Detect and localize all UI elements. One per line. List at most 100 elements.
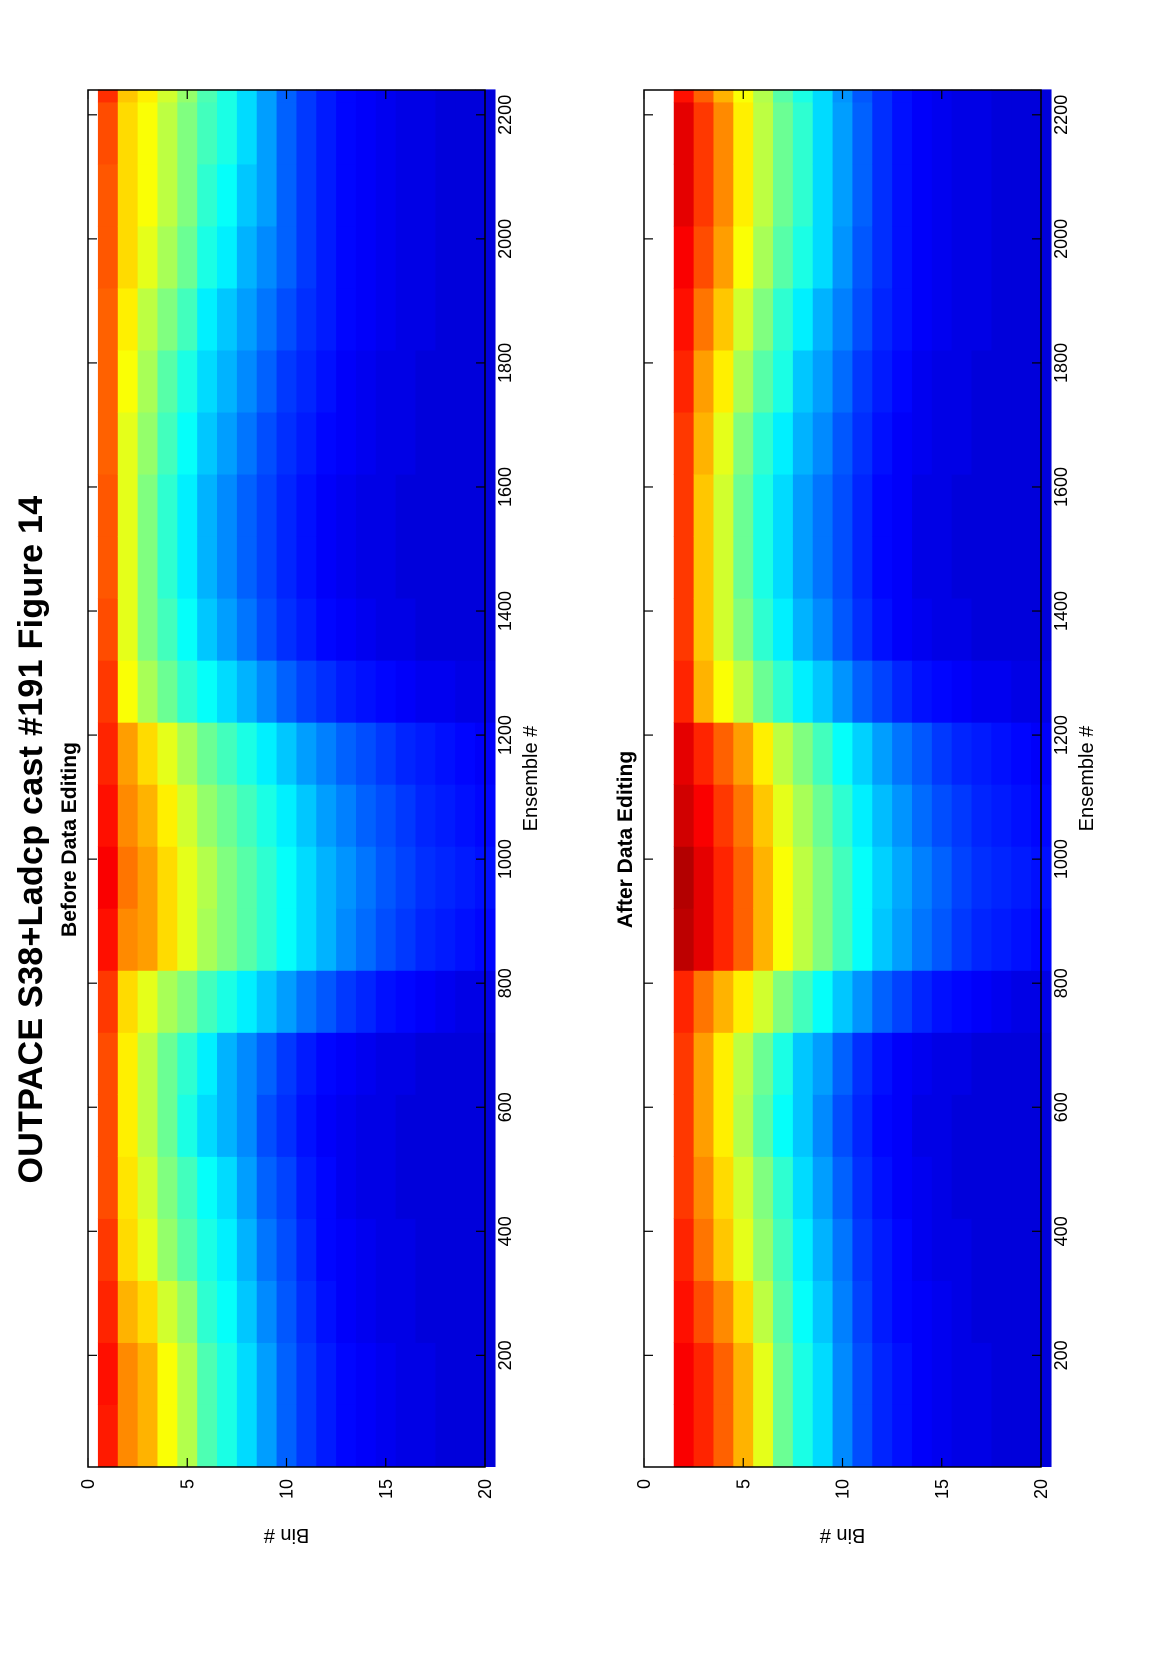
heatmap-cell (256, 473, 278, 537)
heatmap-cell (733, 1032, 754, 1095)
heatmap-cell (137, 225, 159, 289)
heatmap-cell (693, 287, 715, 351)
heatmap-cell (792, 1156, 814, 1219)
heatmap-cell (753, 1032, 774, 1095)
heatmap-cell (177, 411, 198, 475)
heatmap-cell (316, 1156, 337, 1219)
heatmap-cell (197, 225, 218, 289)
heatmap-cell (217, 349, 238, 413)
heatmap-cell (137, 846, 159, 909)
heatmap-cell (773, 1094, 794, 1157)
heatmap-cell (455, 908, 476, 971)
heatmap-cell (375, 225, 397, 289)
heatmap-cell (951, 1156, 973, 1219)
heatmap-cell (197, 722, 218, 785)
x-tick-label: 1200 (1051, 715, 1071, 755)
x-tick-label: 1600 (495, 467, 515, 507)
heatmap-cell (117, 287, 139, 351)
heatmap-cell (892, 163, 913, 227)
x-axis-label: Ensemble # (1076, 725, 1098, 831)
heatmap-cell (991, 101, 1012, 165)
heatmap-cell (753, 225, 774, 289)
heatmap-cell (1011, 1342, 1032, 1405)
heatmap-cell (812, 1404, 834, 1467)
heatmap-cell (753, 287, 774, 351)
heatmap-cell (852, 535, 873, 599)
y-axis-label: Bin # (263, 1524, 309, 1546)
heatmap-cell (773, 411, 794, 475)
heatmap-cell (117, 473, 139, 537)
heatmap-cell (415, 722, 436, 785)
heatmap-cell (316, 908, 337, 971)
heatmap-cell (1011, 411, 1032, 475)
heatmap-cell (971, 598, 992, 661)
heatmap-cell (415, 287, 436, 351)
heatmap-cell (852, 287, 873, 351)
heatmap-cell (971, 225, 992, 289)
heatmap-cell (812, 846, 834, 909)
heatmap-cell (296, 101, 317, 165)
heatmap-cell (753, 411, 774, 475)
y-tick-label: 10 (277, 1479, 297, 1499)
heatmap-cell (872, 1404, 893, 1467)
heatmap-cell (832, 101, 854, 165)
heatmap-cell (236, 1342, 258, 1405)
heatmap-cell (435, 598, 456, 661)
heatmap-cell (316, 722, 337, 785)
heatmap-cell (951, 163, 973, 227)
heatmap-cell (693, 846, 715, 909)
heatmap-cell (951, 473, 973, 537)
heatmap-cell (773, 784, 794, 847)
heatmap-cell (395, 1280, 417, 1343)
heatmap-cell (892, 287, 913, 351)
heatmap-cell (713, 846, 734, 909)
heatmap-cell (673, 349, 695, 413)
heatmap-cell (395, 349, 417, 413)
heatmap-cell (733, 1094, 754, 1157)
heatmap-cell (773, 908, 794, 971)
x-tick-label: 1000 (1051, 839, 1071, 879)
heatmap-cell (336, 660, 357, 723)
x-tick-label: 800 (1051, 968, 1071, 998)
heatmap-cell (316, 1032, 337, 1095)
heatmap-cell (455, 1280, 476, 1343)
heatmap-cell (336, 89, 357, 103)
heatmap-cell (991, 1404, 1012, 1467)
heatmap-cell (375, 1280, 397, 1343)
heatmap-cell (832, 908, 854, 971)
heatmap-cell (733, 1218, 754, 1281)
heatmap-cell (375, 908, 397, 971)
heatmap-cell (792, 349, 814, 413)
heatmap-cell (713, 1156, 734, 1219)
heatmap-cell (415, 349, 436, 413)
heatmap-cell (177, 660, 198, 723)
heatmap-cell (117, 1280, 139, 1343)
heatmap-cell (753, 101, 774, 165)
heatmap-cell (733, 1342, 754, 1405)
heatmap-cell (435, 722, 456, 785)
heatmap-cell (455, 411, 476, 475)
heatmap-cell (892, 784, 913, 847)
heatmap-cell (217, 1094, 238, 1157)
heatmap-cell (693, 1404, 715, 1467)
heatmap-cell (455, 1218, 476, 1281)
y-tick-label: 20 (475, 1479, 495, 1499)
heatmap-cell (355, 784, 377, 847)
heatmap-cell (415, 1156, 436, 1219)
heatmap-cell (911, 1032, 933, 1095)
heatmap-cell (673, 846, 695, 909)
heatmap-cell (256, 908, 278, 971)
heatmap-cell (812, 101, 834, 165)
heatmap-cell (911, 535, 933, 599)
heatmap-cell (236, 598, 258, 661)
heatmap-cell (733, 535, 754, 599)
heatmap-cell (296, 411, 317, 475)
heatmap-cell (971, 722, 992, 785)
heatmap-cell (435, 846, 456, 909)
heatmap-cell (852, 846, 873, 909)
heatmap-cell (1011, 1280, 1032, 1343)
heatmap-cell (753, 535, 774, 599)
heatmap-cell (316, 1404, 337, 1467)
heatmap-cell (951, 846, 973, 909)
